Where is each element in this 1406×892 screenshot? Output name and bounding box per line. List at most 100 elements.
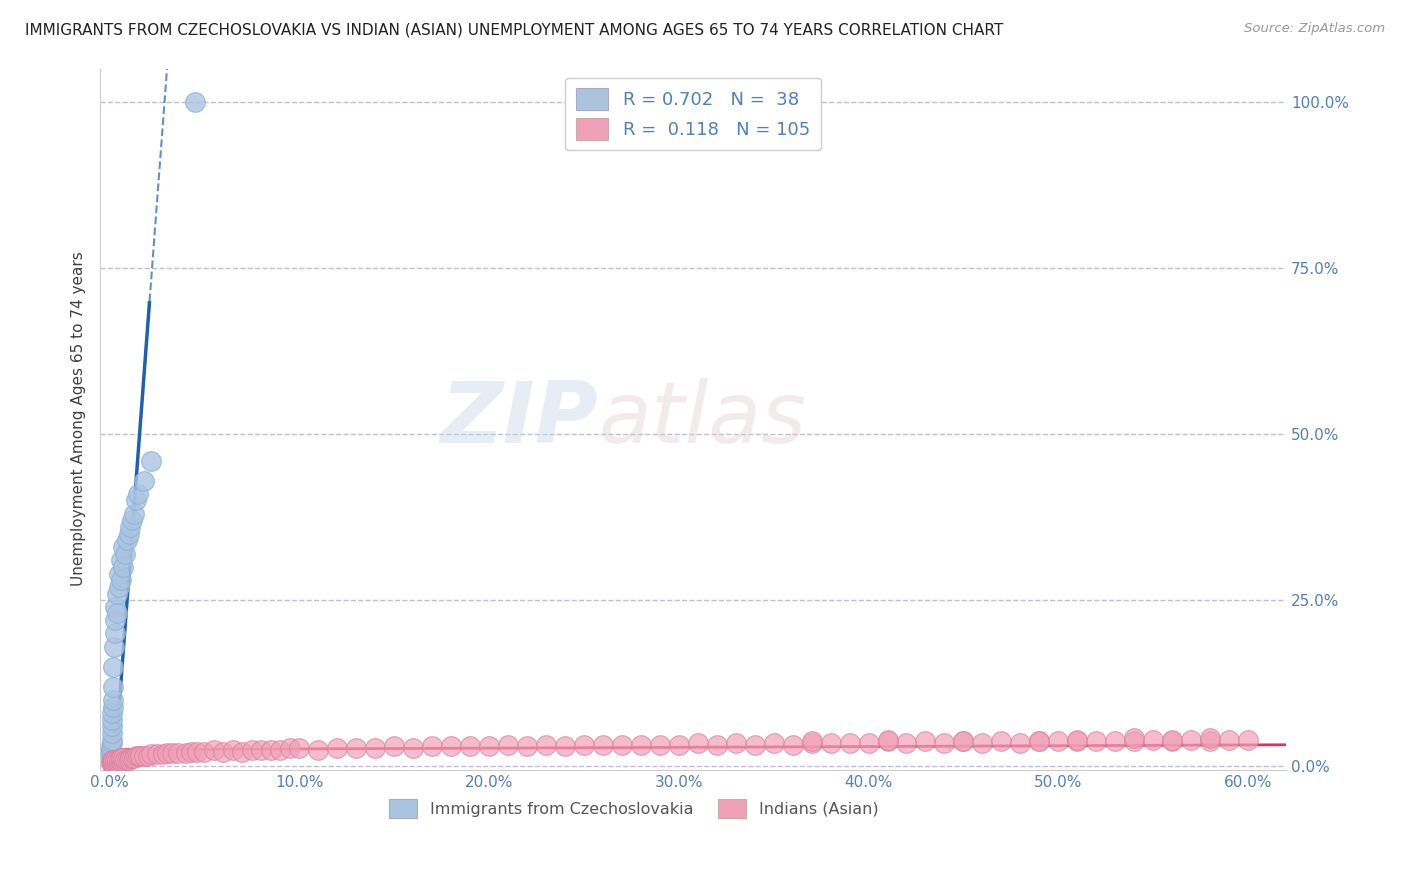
Point [516,739,538,754]
Point [240,742,263,756]
Point [100,749,122,764]
Point [610,738,633,752]
Point [100,719,122,733]
Point [114,547,136,561]
Point [100,756,122,770]
Point [115,533,138,548]
Point [648,738,671,752]
Point [100,756,122,770]
Point [124,751,146,765]
Point [124,507,146,521]
Point [111,754,134,768]
Point [534,738,557,752]
Point [1028,734,1050,748]
Point [1199,734,1222,748]
Point [288,740,311,755]
Point [141,453,163,467]
Point [152,747,174,762]
Point [1199,731,1222,746]
Point [260,742,283,756]
Point [105,607,128,621]
Point [104,753,127,767]
Point [972,736,994,750]
Point [440,739,463,754]
Point [668,738,690,752]
Y-axis label: Unemployment Among Ages 65 to 74 years: Unemployment Among Ages 65 to 74 years [72,252,86,586]
Point [108,756,131,770]
Point [706,738,728,752]
Point [121,751,143,765]
Point [117,753,139,767]
Point [110,573,132,587]
Point [744,738,766,752]
Point [326,740,349,755]
Point [592,738,614,752]
Point [800,734,823,748]
Point [180,745,202,759]
Point [458,739,481,754]
Point [120,520,142,534]
Point [101,756,124,770]
Point [1161,732,1184,747]
Point [496,738,519,752]
Point [952,734,974,748]
Point [572,738,595,752]
Point [120,751,142,765]
Point [108,580,131,594]
Point [104,613,127,627]
Point [111,560,134,574]
Point [132,749,155,764]
Point [800,736,823,750]
Point [1028,734,1050,748]
Text: Source: ZipAtlas.com: Source: ZipAtlas.com [1244,22,1385,36]
Point [184,95,207,109]
Point [478,739,501,754]
Point [896,736,918,750]
Point [554,739,576,754]
Point [1142,732,1164,747]
Point [110,553,132,567]
Point [382,739,405,754]
Point [202,742,225,756]
Point [762,736,785,750]
Point [121,513,143,527]
Point [110,754,132,768]
Point [100,753,122,767]
Point [1010,736,1032,750]
Point [876,734,898,748]
Point [990,734,1012,748]
Point [1104,734,1126,748]
Point [876,732,898,747]
Point [110,751,132,765]
Point [186,745,208,759]
Point [1047,734,1070,748]
Point [103,640,125,654]
Point [132,474,155,488]
Point [402,740,425,755]
Point [100,726,122,740]
Point [105,753,128,767]
Point [101,713,124,727]
Point [231,745,253,759]
Point [108,753,131,767]
Point [307,742,329,756]
Point [100,746,122,760]
Point [782,738,804,752]
Point [858,736,880,750]
Point [724,736,747,750]
Point [100,732,122,747]
Point [174,746,197,760]
Point [1066,734,1088,748]
Point [1123,734,1146,748]
Point [103,753,125,767]
Point [101,706,124,721]
Point [155,746,177,760]
Point [630,738,652,752]
Point [1085,734,1108,748]
Point [146,747,169,762]
Point [115,753,138,767]
Point [1237,732,1260,747]
Point [129,749,152,764]
Point [1123,731,1146,746]
Point [127,749,149,764]
